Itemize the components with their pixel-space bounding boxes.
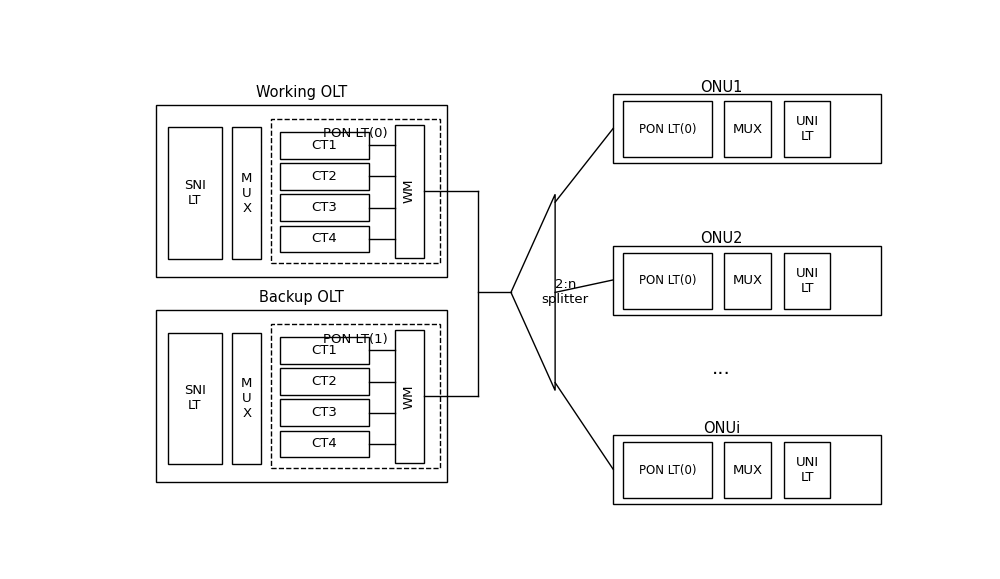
FancyBboxPatch shape — [784, 442, 830, 499]
Text: MUX: MUX — [732, 123, 762, 135]
FancyBboxPatch shape — [280, 368, 369, 395]
Text: CT4: CT4 — [312, 438, 337, 450]
Text: CT3: CT3 — [312, 201, 338, 214]
FancyBboxPatch shape — [623, 101, 712, 157]
FancyBboxPatch shape — [724, 442, 771, 499]
FancyBboxPatch shape — [395, 330, 424, 463]
Text: Backup OLT: Backup OLT — [259, 290, 344, 305]
Text: PON LT(0): PON LT(0) — [639, 123, 697, 135]
Text: ONU2: ONU2 — [700, 232, 743, 247]
FancyBboxPatch shape — [232, 332, 261, 464]
Text: MUX: MUX — [732, 274, 762, 287]
FancyBboxPatch shape — [395, 124, 424, 258]
Text: ONUi: ONUi — [703, 421, 740, 436]
Text: Working OLT: Working OLT — [256, 85, 347, 100]
FancyBboxPatch shape — [232, 127, 261, 259]
Text: CT4: CT4 — [312, 232, 337, 245]
FancyBboxPatch shape — [168, 127, 222, 259]
FancyBboxPatch shape — [724, 252, 771, 309]
FancyBboxPatch shape — [156, 105, 447, 277]
FancyBboxPatch shape — [623, 442, 712, 499]
FancyBboxPatch shape — [280, 400, 369, 426]
FancyBboxPatch shape — [280, 195, 369, 221]
Text: UNI
LT: UNI LT — [795, 456, 819, 484]
Text: CT3: CT3 — [312, 406, 338, 419]
FancyBboxPatch shape — [280, 132, 369, 159]
Text: M
U
X: M U X — [241, 377, 252, 420]
FancyBboxPatch shape — [623, 252, 712, 309]
Text: CT1: CT1 — [312, 344, 338, 357]
FancyBboxPatch shape — [280, 163, 369, 190]
Text: PON LT(0): PON LT(0) — [639, 274, 697, 287]
FancyBboxPatch shape — [280, 431, 369, 457]
Text: M
U
X: M U X — [241, 172, 252, 215]
FancyBboxPatch shape — [271, 324, 440, 468]
Text: SNI
LT: SNI LT — [184, 179, 206, 207]
Text: WM: WM — [403, 384, 416, 409]
Text: 2:n
splitter: 2:n splitter — [542, 278, 589, 306]
Text: PON LT(0): PON LT(0) — [639, 464, 697, 477]
FancyBboxPatch shape — [168, 332, 222, 464]
Text: CT2: CT2 — [312, 170, 338, 183]
FancyBboxPatch shape — [784, 101, 830, 157]
Text: SNI
LT: SNI LT — [184, 384, 206, 412]
Text: WM: WM — [403, 179, 416, 203]
FancyBboxPatch shape — [280, 226, 369, 252]
Text: MUX: MUX — [732, 464, 762, 477]
FancyBboxPatch shape — [280, 337, 369, 364]
Text: PON LT(0): PON LT(0) — [323, 127, 387, 141]
FancyBboxPatch shape — [613, 245, 881, 315]
Text: UNI
LT: UNI LT — [795, 115, 819, 143]
Text: CT2: CT2 — [312, 375, 338, 388]
Polygon shape — [511, 195, 555, 390]
Text: CT1: CT1 — [312, 139, 338, 152]
FancyBboxPatch shape — [613, 94, 881, 163]
FancyBboxPatch shape — [271, 119, 440, 263]
FancyBboxPatch shape — [724, 101, 771, 157]
FancyBboxPatch shape — [784, 252, 830, 309]
FancyBboxPatch shape — [613, 435, 881, 504]
Text: ...: ... — [712, 358, 731, 378]
Text: ONU1: ONU1 — [701, 80, 743, 95]
Text: UNI
LT: UNI LT — [795, 267, 819, 295]
Text: PON LT(1): PON LT(1) — [323, 332, 388, 346]
FancyBboxPatch shape — [156, 310, 447, 482]
